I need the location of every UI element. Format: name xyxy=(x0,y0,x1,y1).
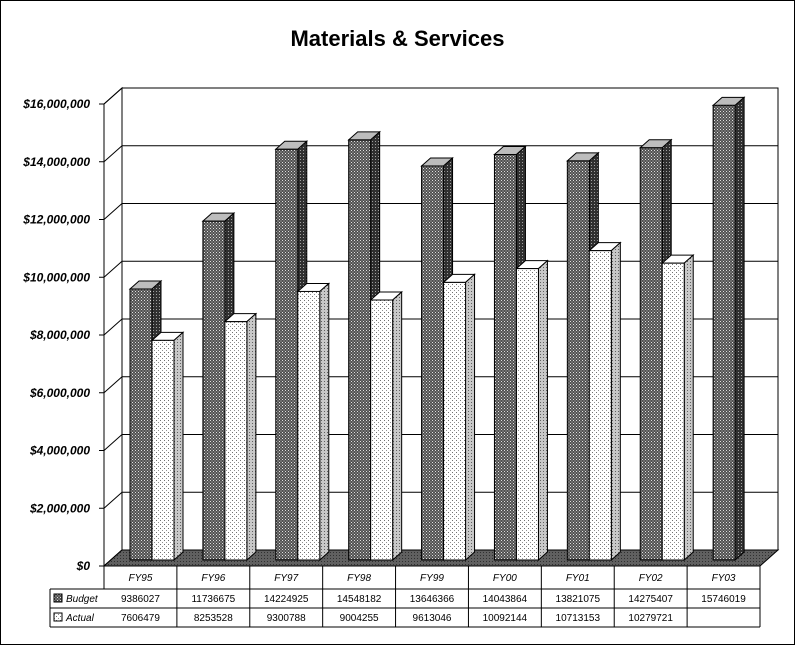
gridline-side xyxy=(103,87,123,105)
y-tick-label: $0 xyxy=(76,559,91,573)
bar-front xyxy=(566,160,590,561)
bar-front xyxy=(151,339,175,561)
gridline-side xyxy=(103,318,123,336)
bar-front xyxy=(639,147,663,561)
data-label: 14548182 xyxy=(337,594,382,605)
gridline-side xyxy=(103,145,123,163)
x-tick-label: FY98 xyxy=(347,573,371,584)
bar-side xyxy=(683,254,694,562)
bar-side xyxy=(734,96,745,562)
y-tick-label: $4,000,000 xyxy=(29,444,90,458)
bar-side xyxy=(319,282,330,562)
bar-side xyxy=(246,312,257,562)
gridline-side xyxy=(103,434,123,451)
data-label: 15746019 xyxy=(701,594,746,605)
bar-actual-fy98 xyxy=(369,290,403,562)
bar-actual-fy97 xyxy=(296,282,331,562)
bar-front xyxy=(224,321,248,561)
y-tick-label: $2,000,000 xyxy=(29,501,90,515)
data-label: 13646366 xyxy=(410,594,455,605)
legend-key-actual xyxy=(53,612,63,622)
bar-front xyxy=(443,281,467,561)
gridline-side xyxy=(103,491,123,509)
bar-front xyxy=(275,148,299,561)
bar-side xyxy=(173,331,184,562)
data-label: 10092144 xyxy=(483,613,528,624)
bar-actual-fy01 xyxy=(588,241,622,562)
data-label: 10279721 xyxy=(628,613,673,624)
bar-side xyxy=(392,290,403,562)
data-label: 10713153 xyxy=(556,613,601,624)
bar-actual-fy96 xyxy=(223,312,258,562)
data-label: 14224925 xyxy=(264,594,309,605)
bar-front xyxy=(493,153,517,561)
y-axis-labels: $0 $2,000,000 $4,000,000 $6,000,000 $8,000,0… xyxy=(22,97,90,573)
legend-label-actual: Actual xyxy=(65,613,95,624)
bar-actual-fy02 xyxy=(660,254,695,562)
bar-actual-fy00 xyxy=(515,259,549,562)
gridline-side xyxy=(103,203,123,220)
bar-side xyxy=(537,259,548,562)
data-label: 14275407 xyxy=(628,594,673,605)
bar-actual-fy95 xyxy=(150,331,185,562)
y-tick-label: $14,000,000 xyxy=(22,155,90,169)
legend-label-budget: Budget xyxy=(66,594,99,605)
data-label: 8253528 xyxy=(194,613,233,624)
data-label: 13821075 xyxy=(556,594,601,605)
bar-side xyxy=(610,241,621,562)
y-tick-label: $8,000,000 xyxy=(29,328,90,342)
y-tick-label: $16,000,000 xyxy=(22,97,90,111)
bar-front xyxy=(515,268,539,561)
data-label: 9300788 xyxy=(267,613,306,624)
gridline-side xyxy=(103,260,123,278)
bar-front xyxy=(421,165,445,561)
y-tick-label: $10,000,000 xyxy=(22,270,90,284)
bar-actual-fy99 xyxy=(442,273,476,562)
data-label: 7606479 xyxy=(121,613,160,624)
bar-front xyxy=(297,290,321,561)
x-tick-label: FY95 xyxy=(128,573,152,584)
data-table: FY95 FY96 FY97 FY98 FY99 FY00 FY01 FY02 FY03 Budg… xyxy=(49,565,761,628)
data-label: 9386027 xyxy=(121,594,160,605)
bar-front xyxy=(588,250,612,561)
x-tick-label: FY02 xyxy=(639,573,663,584)
bar-budget-fy03 xyxy=(711,96,746,562)
x-tick-label: FY96 xyxy=(201,573,225,584)
x-tick-label: FY97 xyxy=(274,573,298,584)
data-label: 14043864 xyxy=(483,594,528,605)
bar-front xyxy=(202,220,226,561)
data-label: 11736675 xyxy=(191,594,235,605)
x-tick-label: FY01 xyxy=(566,573,590,584)
x-tick-label: FY03 xyxy=(712,573,736,584)
x-tick-label: FY00 xyxy=(493,573,517,584)
bar-front xyxy=(129,288,153,561)
y-tick-label: $6,000,000 xyxy=(29,386,90,400)
bar-front xyxy=(712,104,736,561)
data-label: 9004255 xyxy=(340,613,379,624)
legend-key-budget xyxy=(53,593,63,603)
bar-side xyxy=(465,273,476,562)
data-label: 9613046 xyxy=(413,613,452,624)
bar-front xyxy=(348,139,372,561)
bar-front xyxy=(370,299,394,561)
bar-front xyxy=(661,262,685,561)
x-tick-label: FY99 xyxy=(420,573,444,584)
chart-title: Materials & Services xyxy=(290,26,505,51)
bars xyxy=(128,96,746,562)
y-tick-label: $12,000,000 xyxy=(22,213,90,227)
gridline-side xyxy=(103,376,123,394)
